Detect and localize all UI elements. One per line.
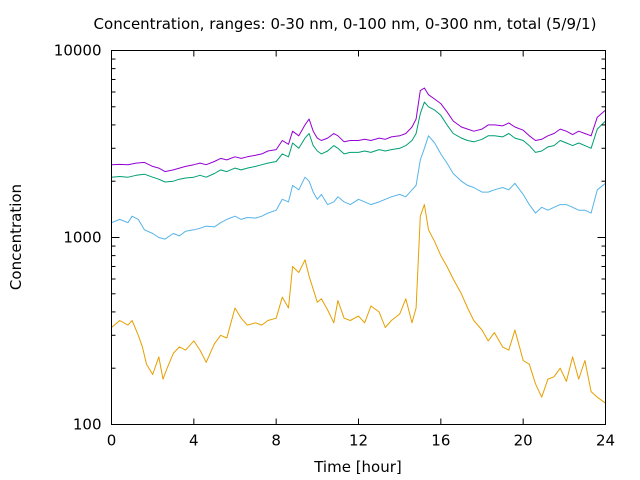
series-layer [111, 87, 606, 404]
y-axis-label: Concentration [7, 184, 25, 290]
x-tick-label: 16 [431, 432, 450, 450]
x-tick-label: 12 [349, 432, 368, 450]
series-line-2 [111, 135, 606, 240]
y-tick-label: 1000 [63, 229, 101, 247]
series-line-3 [111, 101, 606, 183]
series-line-1 [111, 204, 606, 404]
y-tick-label: 100 [73, 416, 102, 434]
plot-frame [111, 50, 606, 425]
chart-title: Concentration, ranges: 0-30 nm, 0-100 nm… [94, 15, 597, 33]
ticks-layer: 0 4 8 12 16 20 24 100 1000 10000 [54, 42, 615, 450]
x-axis-label: Time [hour] [313, 458, 402, 476]
series-line-4 [111, 87, 606, 173]
x-tick-label: 20 [514, 432, 533, 450]
x-tick-label: 4 [189, 432, 199, 450]
x-tick-label: 8 [271, 432, 281, 450]
y-tick-label: 10000 [54, 42, 102, 60]
x-tick-label: 24 [596, 432, 615, 450]
x-tick-label: 0 [107, 432, 117, 450]
